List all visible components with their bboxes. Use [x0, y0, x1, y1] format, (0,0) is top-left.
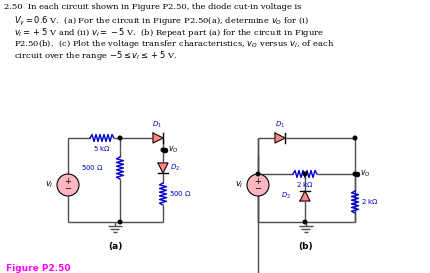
Text: $D_1$: $D_1$ [274, 120, 284, 130]
Text: $v_I$: $v_I$ [45, 180, 54, 190]
Text: +: + [64, 177, 71, 186]
Text: (a): (a) [108, 242, 122, 251]
Circle shape [302, 220, 306, 224]
Circle shape [118, 136, 122, 140]
Circle shape [57, 174, 79, 196]
Text: $D_2$: $D_2$ [280, 191, 290, 201]
Text: +: + [254, 177, 261, 186]
Text: $v_O$: $v_O$ [168, 145, 178, 155]
Circle shape [255, 172, 259, 176]
Polygon shape [299, 191, 309, 201]
Text: $v_I$: $v_I$ [235, 180, 243, 190]
Text: circuit over the range $-5 \leq v_I \leq +5$ V.: circuit over the range $-5 \leq v_I \leq… [14, 49, 177, 62]
Text: Figure P2.50: Figure P2.50 [6, 264, 71, 273]
Text: 5 k$\Omega$: 5 k$\Omega$ [93, 144, 111, 153]
Text: −: − [254, 185, 261, 194]
Text: $D_2$: $D_2$ [169, 163, 180, 173]
Text: 500 $\Omega$: 500 $\Omega$ [169, 189, 191, 198]
Circle shape [352, 172, 356, 176]
Text: $v_I = +5$ V and (ii) $v_I = -5$ V.  (b) Repeat part (a) for the circuit in Figu: $v_I = +5$ V and (ii) $v_I = -5$ V. (b) … [14, 26, 323, 39]
Text: 2.50  In each circuit shown in Figure P2.50, the diode cut-in voltage is: 2.50 In each circuit shown in Figure P2.… [4, 3, 301, 11]
Polygon shape [158, 163, 168, 173]
Polygon shape [274, 133, 284, 143]
Text: P2.50(b).  (c) Plot the voltage transfer characteristics, $v_O$ versus $v_I$, of: P2.50(b). (c) Plot the voltage transfer … [14, 37, 334, 49]
Circle shape [246, 174, 268, 196]
Polygon shape [153, 133, 163, 143]
Circle shape [161, 148, 164, 152]
Circle shape [352, 136, 356, 140]
Text: 2 k$\Omega$: 2 k$\Omega$ [295, 180, 313, 189]
Circle shape [118, 220, 122, 224]
Text: $D_1$: $D_1$ [152, 120, 162, 130]
Text: 2 k$\Omega$: 2 k$\Omega$ [360, 197, 378, 206]
Text: $v_O$: $v_O$ [359, 169, 370, 179]
Circle shape [302, 172, 306, 176]
Text: (b): (b) [298, 242, 313, 251]
Text: −: − [64, 185, 71, 194]
Text: 500 $\Omega$: 500 $\Omega$ [81, 164, 104, 173]
Text: $V_\gamma = 0.6$ V.  (a) For the circuit in Figure P2.50(a), determine $v_O$ for: $V_\gamma = 0.6$ V. (a) For the circuit … [14, 14, 308, 28]
